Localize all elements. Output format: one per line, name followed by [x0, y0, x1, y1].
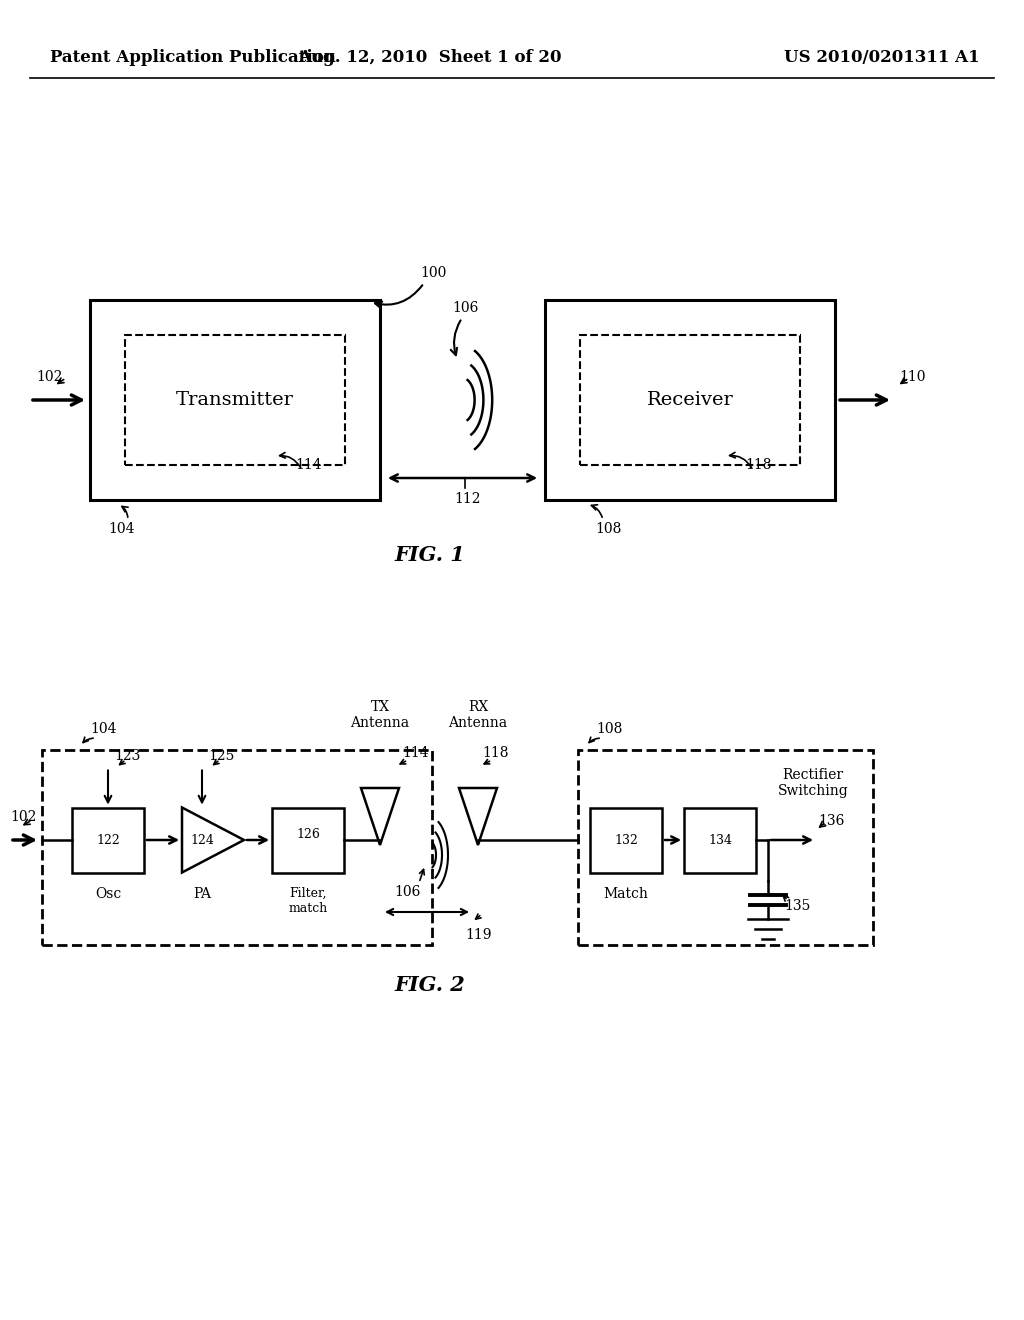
Bar — [125, 335, 345, 465]
Bar — [580, 335, 800, 465]
Text: 118: 118 — [482, 746, 509, 760]
Text: 112: 112 — [455, 492, 481, 506]
Bar — [590, 808, 662, 873]
Text: TX
Antenna: TX Antenna — [350, 700, 410, 730]
Text: 114: 114 — [402, 746, 429, 760]
Text: Match: Match — [603, 887, 648, 900]
Text: 118: 118 — [745, 458, 771, 473]
Text: Transmitter: Transmitter — [176, 391, 294, 409]
Text: 136: 136 — [818, 814, 845, 828]
Text: 104: 104 — [108, 521, 134, 536]
Text: 108: 108 — [595, 521, 622, 536]
Text: Patent Application Publication: Patent Application Publication — [50, 49, 336, 66]
Text: 100: 100 — [420, 267, 446, 280]
Text: Receiver: Receiver — [646, 391, 733, 409]
Text: 126: 126 — [296, 829, 319, 842]
Text: 135: 135 — [784, 899, 810, 912]
Text: Filter,
match: Filter, match — [289, 887, 328, 915]
Text: 132: 132 — [614, 833, 638, 846]
Bar — [545, 300, 835, 500]
Bar — [684, 808, 756, 873]
Text: 114: 114 — [295, 458, 322, 473]
Text: 134: 134 — [708, 833, 732, 846]
Text: US 2010/0201311 A1: US 2010/0201311 A1 — [784, 49, 980, 66]
Text: 124: 124 — [190, 833, 214, 846]
Text: FIG. 1: FIG. 1 — [394, 545, 465, 565]
Text: 102: 102 — [10, 810, 37, 824]
Bar — [578, 750, 873, 945]
Text: 123: 123 — [114, 750, 140, 763]
Text: 104: 104 — [90, 722, 117, 737]
Text: 122: 122 — [96, 833, 120, 846]
Text: Rectifier
Switching: Rectifier Switching — [777, 768, 848, 799]
Text: FIG. 2: FIG. 2 — [394, 975, 465, 995]
Bar — [272, 808, 344, 873]
Text: 125: 125 — [208, 750, 234, 763]
Text: 119: 119 — [465, 928, 492, 942]
Text: RX
Antenna: RX Antenna — [449, 700, 508, 730]
Text: 108: 108 — [596, 722, 623, 737]
Text: 110: 110 — [899, 370, 926, 384]
Text: Aug. 12, 2010  Sheet 1 of 20: Aug. 12, 2010 Sheet 1 of 20 — [298, 49, 562, 66]
Text: 106: 106 — [452, 301, 478, 315]
Bar — [42, 750, 432, 945]
Text: Osc: Osc — [95, 887, 121, 900]
Bar — [72, 808, 144, 873]
Text: 102: 102 — [36, 370, 62, 384]
Bar — [90, 300, 380, 500]
Text: PA: PA — [193, 887, 211, 900]
Text: 106: 106 — [394, 884, 421, 899]
